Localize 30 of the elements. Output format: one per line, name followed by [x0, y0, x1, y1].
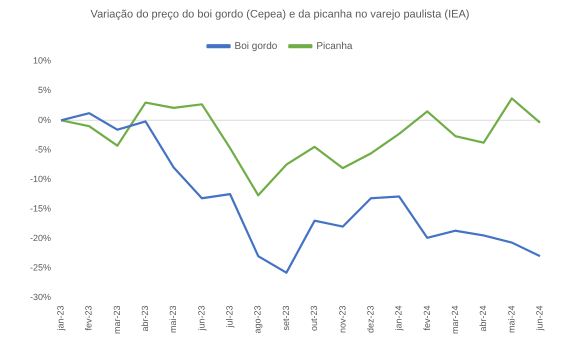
y-tick-label: -25%: [30, 262, 52, 272]
chart-title: Variação do preço do boi gordo (Cepea) e da picanha no varejo paulista (IEA): [90, 8, 470, 21]
x-tick-label: ago-23: [252, 305, 263, 334]
y-tick-label: 10%: [32, 56, 52, 66]
x-tick-label: mai-23: [168, 305, 178, 334]
x-tick-label: abr-23: [140, 305, 150, 332]
x-tick-label: dez-23: [365, 305, 376, 334]
y-tick-label: -30%: [30, 292, 52, 302]
x-tick-label: jun-23: [196, 305, 206, 332]
x-tick-label: fev-24: [422, 305, 432, 331]
y-tick-label: 0%: [38, 114, 52, 125]
y-tick-label: -15%: [30, 203, 52, 214]
x-tick-label: set-23: [280, 305, 291, 331]
legend-label: Picanha: [316, 40, 353, 52]
x-tick-label: mar-24: [450, 305, 460, 334]
y-tick-label: -20%: [30, 232, 52, 243]
x-tick-label: jul-23: [224, 305, 235, 329]
y-tick-label: -10%: [30, 174, 52, 184]
x-tick-label: jun-24: [534, 305, 544, 332]
x-tick-label: jan-24: [394, 305, 404, 332]
x-tick-label: fev-23: [84, 305, 94, 331]
x-tick-label: abr-24: [478, 305, 488, 332]
x-tick-label: nov-23: [337, 305, 348, 334]
legend-label: Boi gordo: [234, 40, 278, 52]
x-tick-label: mar-23: [112, 305, 122, 334]
y-tick-label: -5%: [34, 144, 52, 154]
x-tick-label: mai-24: [506, 305, 516, 334]
x-tick-label: jan-23: [55, 305, 66, 332]
y-tick-label: 5%: [38, 85, 52, 96]
x-tick-label: out-23: [309, 305, 320, 332]
